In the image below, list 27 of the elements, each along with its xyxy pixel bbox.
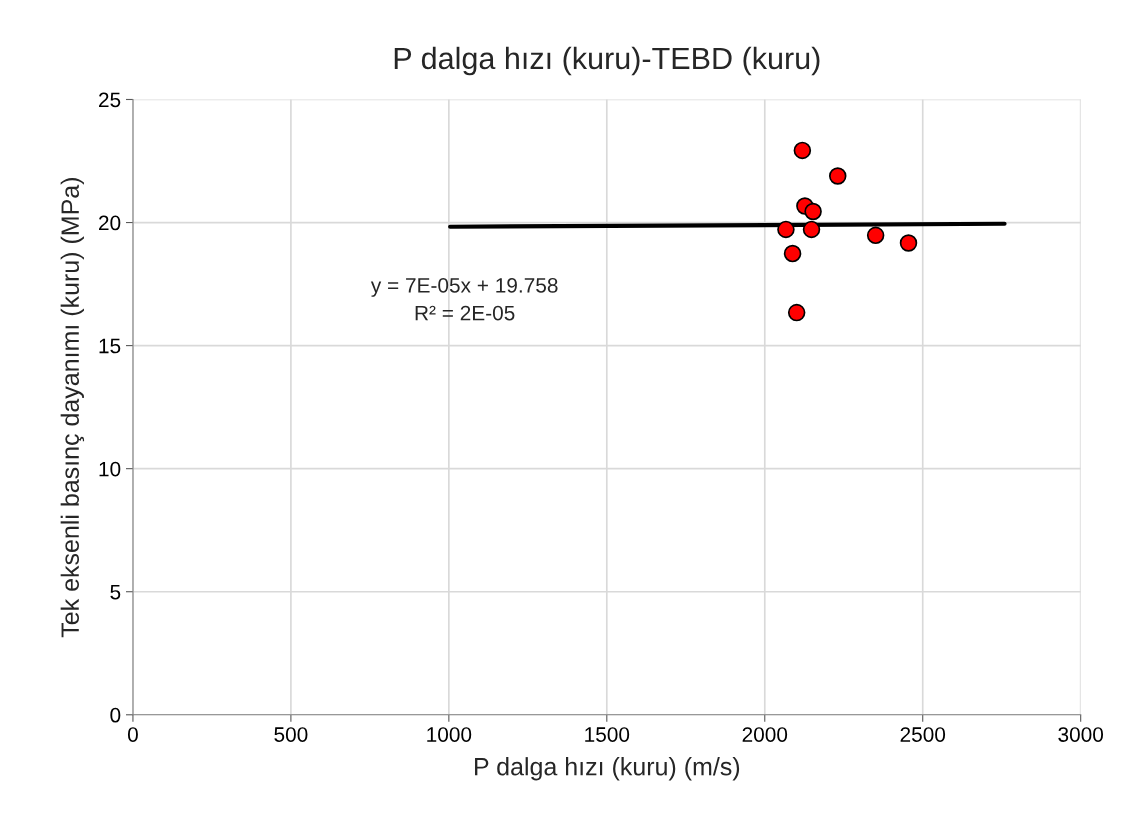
x-tick-label: 500 bbox=[274, 727, 308, 742]
point bbox=[802, 220, 821, 239]
y-tick-label: 0 bbox=[110, 707, 121, 723]
x-axis-title: P dalga hızı (kuru) (m/s) bbox=[475, 757, 740, 781]
point bbox=[899, 234, 918, 252]
point bbox=[793, 141, 812, 160]
annotation: R² = 2E-05 bbox=[415, 305, 515, 321]
y-tick-label: 15 bbox=[99, 338, 121, 354]
x-tick-label: 1500 bbox=[585, 727, 630, 742]
point bbox=[804, 202, 822, 221]
y-tick-label: 10 bbox=[99, 461, 121, 477]
y-axis-title: Tek eksenli basınç dayanımı (kuru) (MPa) bbox=[60, 178, 85, 638]
x-tick-label: 1000 bbox=[427, 727, 472, 742]
y-tick-label: 5 bbox=[110, 584, 121, 600]
point bbox=[866, 226, 885, 245]
x-tick-label: 3000 bbox=[1058, 727, 1104, 742]
x-tick-label: 2000 bbox=[742, 727, 788, 742]
annotation: y = 7E-05x + 19.758 bbox=[370, 277, 558, 297]
x-tick-label: 2500 bbox=[900, 727, 946, 742]
point bbox=[828, 167, 847, 185]
y-tick-label: 20 bbox=[99, 215, 121, 231]
x-tick-label: 0 bbox=[127, 727, 138, 742]
chart-title: P dalga hızı (kuru)-TEBD (kuru) bbox=[394, 46, 820, 76]
point bbox=[787, 303, 806, 322]
y-tick-label: 25 bbox=[99, 92, 121, 108]
point bbox=[783, 244, 802, 263]
point bbox=[777, 220, 795, 239]
